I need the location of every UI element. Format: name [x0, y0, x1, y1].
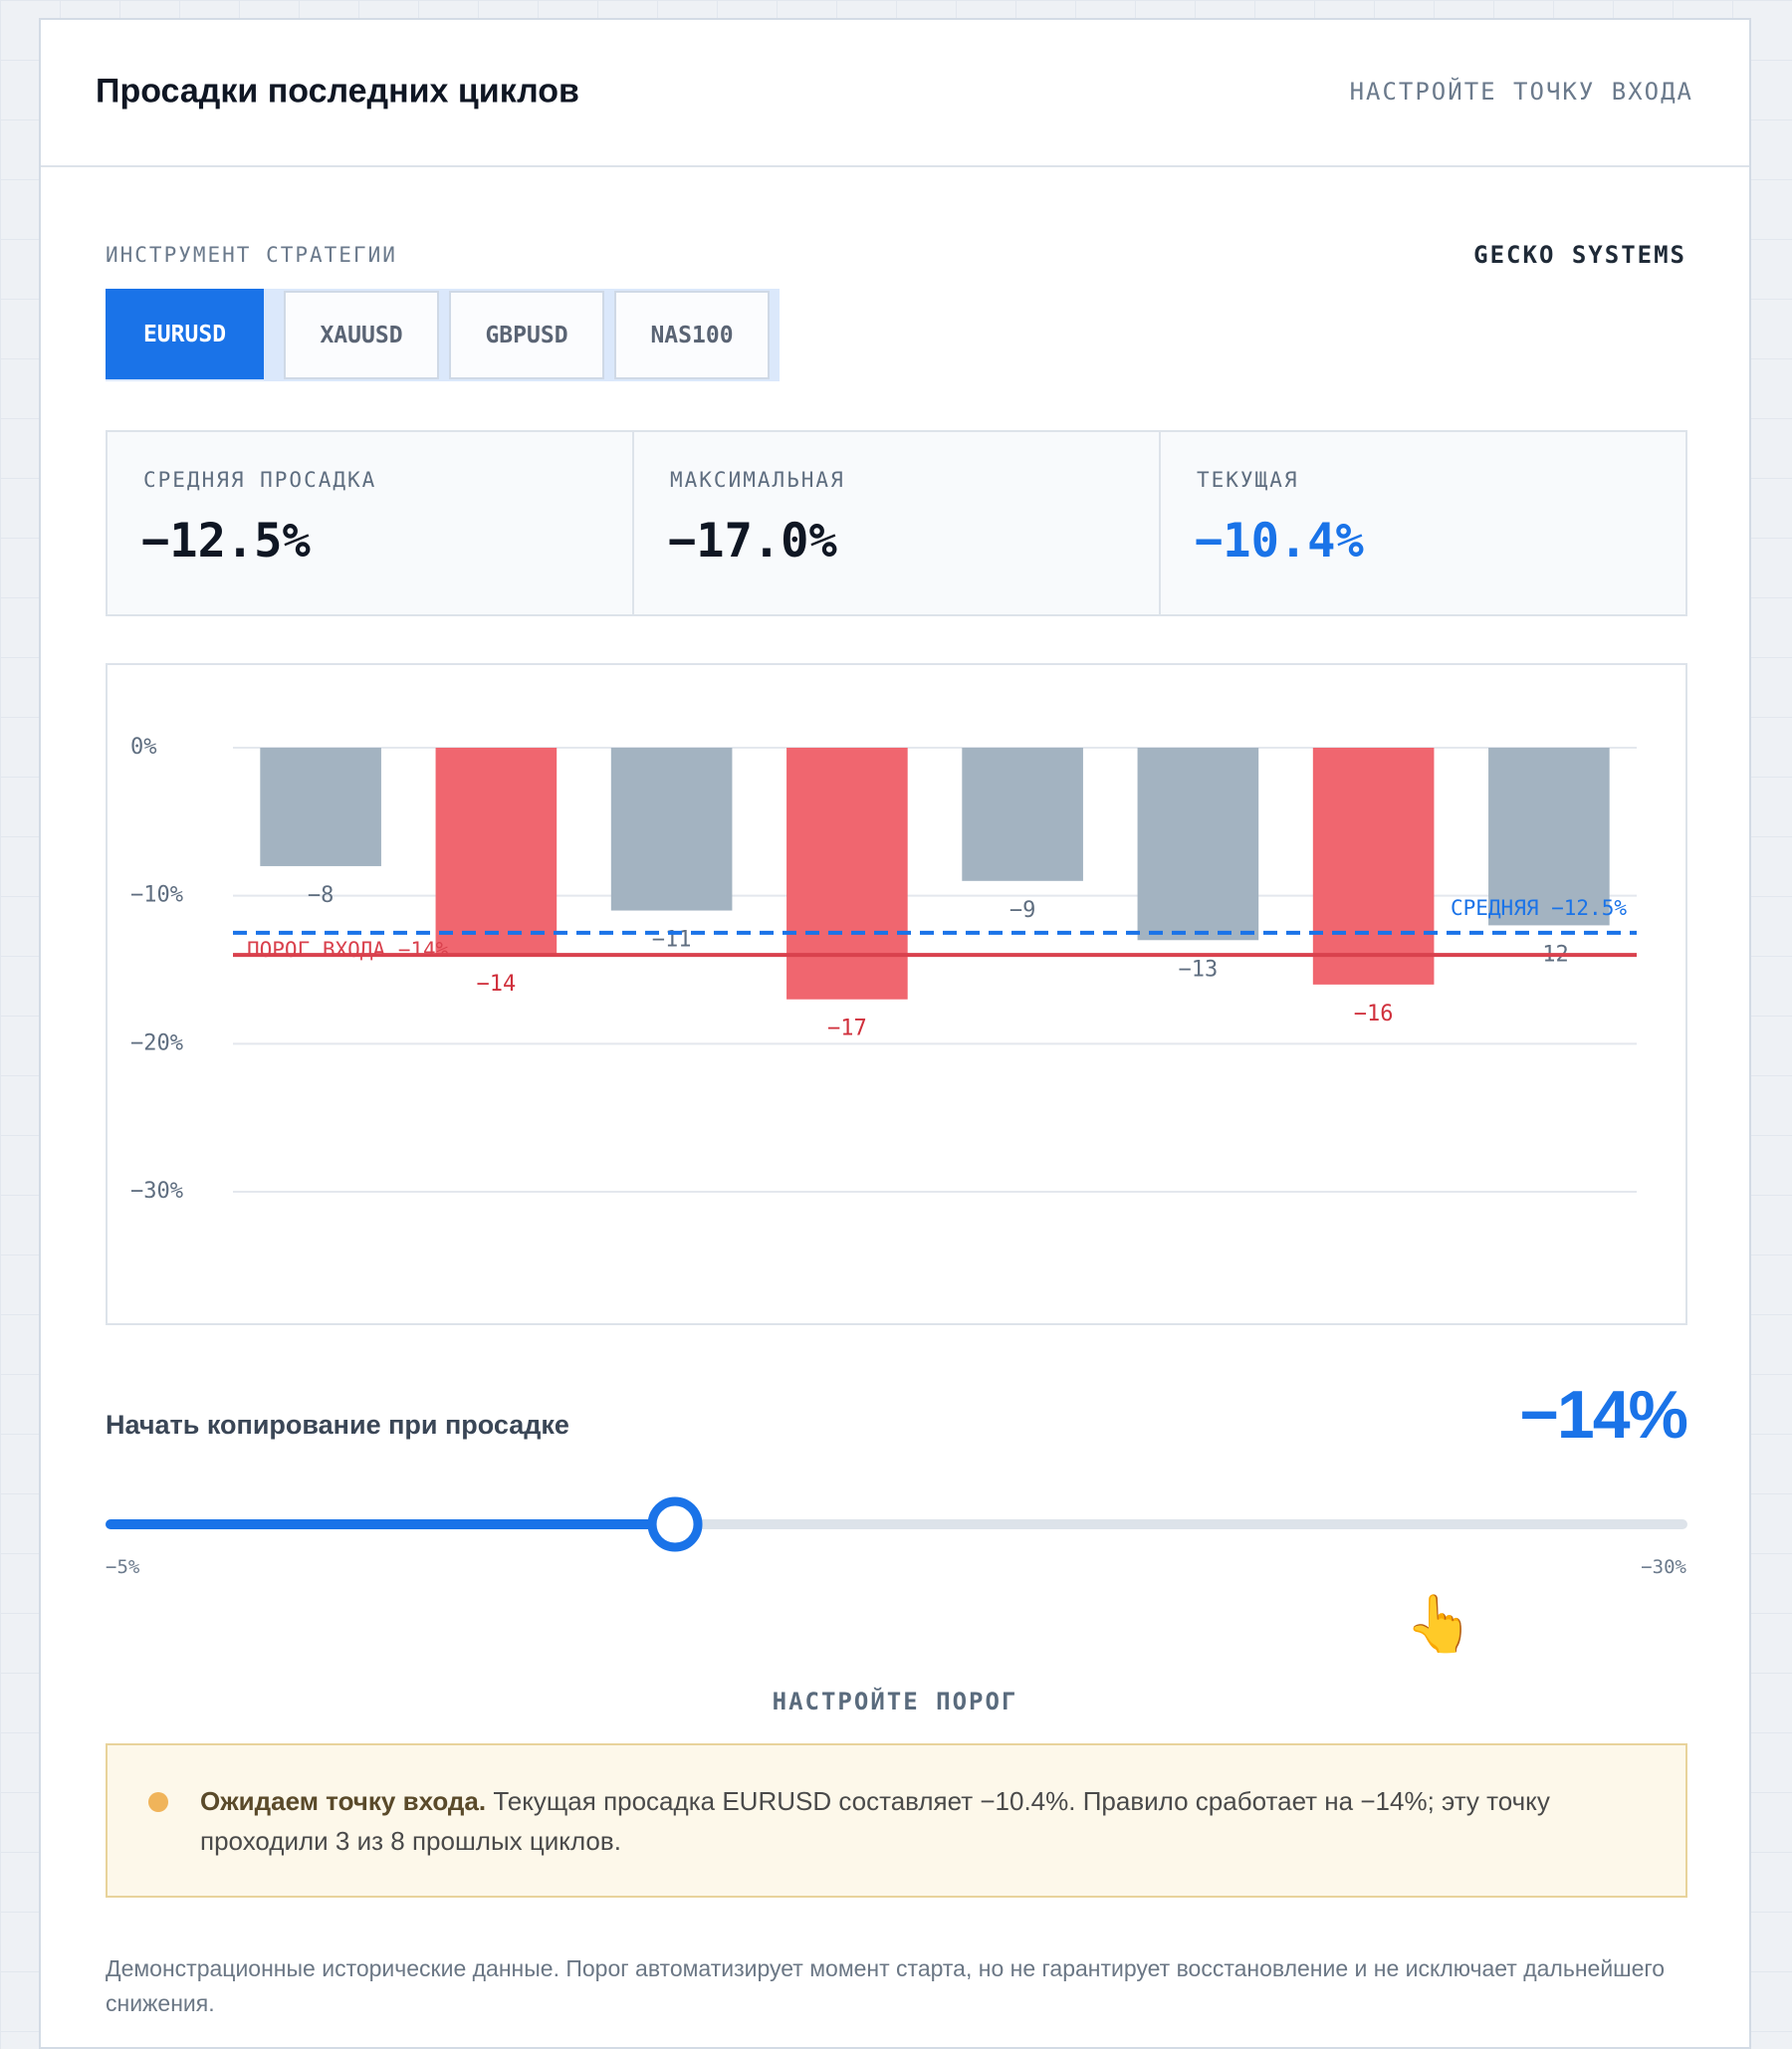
alert-body: Текущая просадка EURUSD составляет −10.4… — [200, 1786, 1550, 1856]
value-label: −9 — [1009, 898, 1036, 923]
cursor-icon: 👆 — [1405, 1592, 1474, 1655]
y-tick-label: 0% — [130, 735, 157, 760]
slider-label: Начать копирование при просадке — [106, 1410, 569, 1440]
brand: GECKO SYSTEMS — [1473, 241, 1686, 269]
status-dot — [148, 1792, 168, 1812]
card-header: Просадки последних циклов НАСТРОЙТЕ ТОЧК… — [41, 20, 1749, 167]
value-label: −14 — [477, 972, 517, 997]
bar — [1488, 748, 1610, 926]
stat-value: −10.4% — [1195, 514, 1364, 569]
tab-group: EURUSD XAUUSD GBPUSD NAS100 — [106, 289, 780, 381]
stat: МАКСИМАЛЬНАЯ −17.0% — [634, 432, 1161, 614]
stat-value: −12.5% — [141, 514, 311, 569]
stat: СРЕДНЯЯ ПРОСАДКА −12.5% — [108, 432, 634, 614]
chart-box: 0% −10% −20% −30% −8 −14 −11 −17 −9 −13 −16 −12 СРЕД… — [106, 663, 1687, 1325]
tab[interactable]: EURUSD — [106, 289, 264, 379]
instrument-label: ИНСТРУМЕНТ СТРАТЕГИИ — [106, 243, 397, 267]
slider-fill — [106, 1519, 676, 1529]
value-label: −8 — [308, 883, 335, 908]
bar — [1137, 748, 1259, 941]
bar — [786, 748, 908, 1000]
tab[interactable]: XAUUSD — [284, 291, 439, 379]
value-label: −17 — [827, 1017, 867, 1041]
stats: СРЕДНЯЯ ПРОСАДКА −12.5% МАКСИМАЛЬНАЯ −17.0%… — [106, 430, 1687, 616]
y-tick-label: −10% — [130, 883, 183, 908]
bar — [1312, 748, 1435, 985]
alert-title: Ожидаем точку входа. — [200, 1786, 487, 1816]
alert-text: Ожидаем точку входа. Текущая просадка EU… — [200, 1781, 1634, 1861]
card-title: Просадки последних циклов — [96, 72, 579, 111]
slider-knob[interactable] — [647, 1496, 703, 1552]
tab[interactable]: NAS100 — [614, 291, 770, 379]
slider-min: −5% — [106, 1556, 140, 1578]
bar — [962, 748, 1083, 881]
slider-max: −30% — [1641, 1556, 1686, 1578]
bar — [435, 748, 558, 956]
hint: НАСТРОЙТЕ ПОРОГ — [772, 1688, 1018, 1715]
y-tick-label: −30% — [130, 1179, 183, 1204]
reference-label: СРЕДНЯЯ −12.5% — [1451, 896, 1627, 920]
bar — [610, 748, 733, 911]
stat: ТЕКУЩАЯ −10.4% — [1161, 432, 1685, 614]
alert: Ожидаем точку входа. Текущая просадка EU… — [106, 1743, 1687, 1898]
stat-label: МАКСИМАЛЬНАЯ — [670, 468, 845, 492]
stat-label: СРЕДНЯЯ ПРОСАДКА — [143, 468, 377, 492]
bar — [260, 748, 381, 866]
stat-label: ТЕКУЩАЯ — [1197, 468, 1299, 492]
stat-value: −17.0% — [668, 514, 837, 569]
footer: Демонстрационные исторические данные. По… — [106, 1955, 1666, 2016]
slider[interactable] — [106, 1474, 1687, 1553]
tab[interactable]: GBPUSD — [449, 291, 604, 379]
card: Просадки последних циклов НАСТРОЙТЕ ТОЧК… — [39, 18, 1751, 2049]
value-label: −16 — [1354, 1002, 1394, 1026]
y-tick-label: −20% — [130, 1030, 183, 1055]
value-label: −13 — [1179, 957, 1219, 982]
reference-label: ПОРОГ ВХОДА −14% — [247, 938, 449, 962]
chart: 0%−10%−20%−30%−8−14−11−17−9−13−16−12СРЕД… — [130, 735, 1637, 1204]
header-action[interactable]: НАСТРОЙТЕ ТОЧКУ ВХОДА — [1349, 78, 1693, 106]
slider-value: −14% — [1519, 1377, 1688, 1453]
